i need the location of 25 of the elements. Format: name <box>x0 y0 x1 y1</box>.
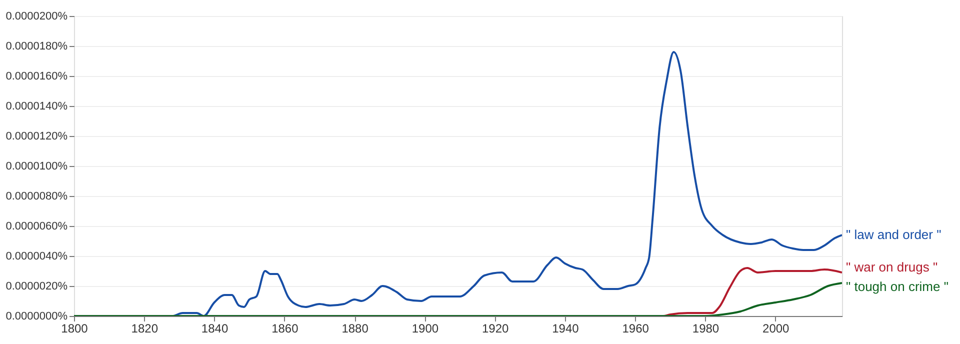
x-tick-label: 1880 <box>342 322 369 336</box>
x-tick-label: 1940 <box>552 322 580 336</box>
x-tick-label: 1820 <box>131 322 158 336</box>
y-tick-label: 0.0000160% <box>6 70 68 82</box>
x-tick-label: 1840 <box>201 322 228 336</box>
y-tick-label: 0.0000100% <box>6 160 68 172</box>
x-tick-label: 1900 <box>412 322 439 336</box>
x-tick-label: 2000 <box>762 322 790 336</box>
y-tick-label: 0.0000140% <box>6 100 68 112</box>
x-tick-label: 1920 <box>482 322 509 336</box>
x-tick-label: 1980 <box>692 322 720 336</box>
series-label: " war on drugs " <box>846 260 938 274</box>
x-tick-label: 1800 <box>61 322 88 336</box>
y-tick-label: 0.0000040% <box>6 250 68 262</box>
series-label: " tough on crime " <box>846 279 949 294</box>
y-tick-label: 0.0000200% <box>6 10 68 22</box>
y-tick-label: 0.0000120% <box>6 130 68 142</box>
x-tick-label: 1860 <box>272 322 299 336</box>
series-label: " law and order " <box>846 227 942 242</box>
y-tick-label: 0.0000000% <box>6 310 68 322</box>
y-tick-label: 0.0000080% <box>6 190 68 202</box>
y-tick-label: 0.0000180% <box>6 40 68 52</box>
y-tick-label: 0.0000020% <box>6 280 68 292</box>
x-tick-label: 1960 <box>622 322 650 336</box>
y-tick-label: 0.0000060% <box>6 220 68 232</box>
